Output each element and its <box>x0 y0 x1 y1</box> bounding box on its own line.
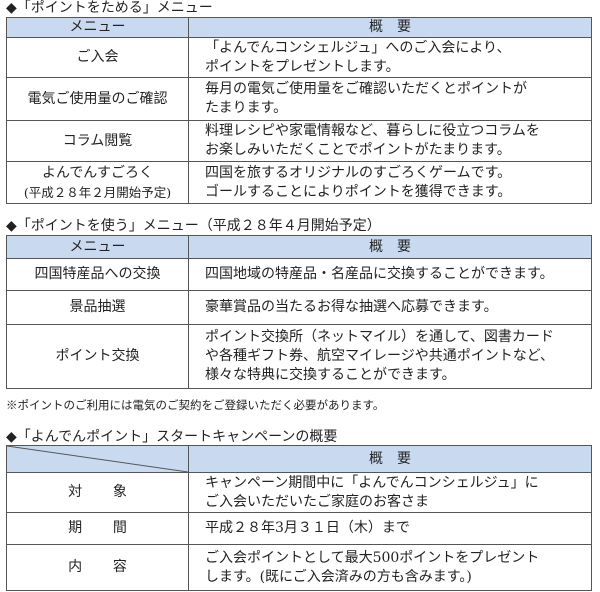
menu-cell: 景品抽選 <box>6 290 189 325</box>
table-row: 対象 キャンペーン期間中に「よんでんコンシェルジュ」に ご入会いただいたご家庭のお客… <box>6 472 592 513</box>
summary-cell: 四国を旅するオリジナルのすごろくゲームです。 ゴールすることによりポイントを獲得で… <box>188 161 592 204</box>
table-row: ご入会 「よんでんコンシェルジュ」へのご入会により、 ポイントをプレゼントします。 <box>6 37 592 78</box>
menu-cell: ご入会 <box>6 37 189 78</box>
table-row: 内容 ご入会ポイントとして最大500ポイントをプレゼント します。(既にご入会済みの… <box>6 544 592 591</box>
table-row: 電気ご使用量のご確認 毎月の電気ご使用量をご確認いただくとポイントが たまります。 <box>6 77 592 121</box>
diagonal-header-cell <box>6 445 189 473</box>
header-summary: 概 要 <box>188 17 592 38</box>
earn-points-table: メニュー概 要 ご入会 「よんでんコンシェルジュ」へのご入会により、 ポイントをプレ… <box>6 17 592 204</box>
table-row: ポイント交換 ポイント交換所（ネットマイル）を通して、図書カード や各種ギフト券、航… <box>6 324 592 389</box>
menu-cell: 期間 <box>6 512 189 545</box>
menu-cell: ポイント交換 <box>6 324 189 389</box>
summary-cell: 四国地域の特産品・名産品に交換することができます。 <box>188 258 592 291</box>
header-menu: メニュー <box>6 235 189 259</box>
section-title-campaign: ◆「よんでんポイント」スタートキャンペーンの概要 <box>6 429 338 445</box>
summary-cell: ポイント交換所（ネットマイル）を通して、図書カード や各種ギフト券、航空マイレージ… <box>188 324 592 389</box>
table-row: 景品抽選 豪華賞品の当たるお得な抽選へ応募できます。 <box>6 290 592 325</box>
table-row: 四国特産品への交換 四国地域の特産品・名産品に交換することができます。 <box>6 258 592 291</box>
table-row: コラム閲覧 料理レシピや家電情報など、暮らしに役立つコラムを お楽しみいただくことで… <box>6 120 592 162</box>
summary-cell: 豪華賞品の当たるお得な抽選へ応募できます。 <box>188 290 592 325</box>
usage-note: ※ポイントのご利用には電気のご契約をご登録いただく必要があります。 <box>6 398 385 412</box>
summary-cell: 毎月の電気ご使用量をご確認いただくとポイントが たまります。 <box>188 77 592 121</box>
summary-cell: キャンペーン期間中に「よんでんコンシェルジュ」に ご入会いただいたご家庭のお客さま <box>188 472 592 513</box>
menu-cell: 内容 <box>6 544 189 591</box>
menu-cell: 電気ご使用量のご確認 <box>6 77 189 121</box>
summary-cell: 料理レシピや家電情報など、暮らしに役立つコラムを お楽しみいただくことでポイントが… <box>188 120 592 162</box>
section-title-use-points: ◆「ポイントを使う」メニュー（平成２８年４月開始予定） <box>6 218 381 234</box>
table-row: よんでんすごろく (平成２８年２月開始予定) 四国を旅するオリジナルのすごろくゲーム… <box>6 161 592 204</box>
menu-cell: コラム閲覧 <box>6 120 189 162</box>
section-title-earn-points: ◆「ポイントをためる」メニュー <box>6 0 213 16</box>
table-row: 期間 平成２８年3月３１日（木）まで <box>6 512 592 545</box>
header-menu: メニュー <box>6 17 189 38</box>
summary-cell: 「よんでんコンシェルジュ」へのご入会により、 ポイントをプレゼントします。 <box>188 37 592 78</box>
menu-cell: 対象 <box>6 472 189 513</box>
menu-cell: 四国特産品への交換 <box>6 258 189 291</box>
use-points-table: メニュー概 要 四国特産品への交換 四国地域の特産品・名産品に交換することができま… <box>6 235 592 389</box>
summary-cell: ご入会ポイントとして最大500ポイントをプレゼント します。(既にご入会済みの方も… <box>188 544 592 591</box>
campaign-table: 概 要 対象 キャンペーン期間中に「よんでんコンシェルジュ」に ご入会いただいたご家… <box>6 445 592 591</box>
summary-cell: 平成２８年3月３１日（木）まで <box>188 512 592 545</box>
header-summary: 概 要 <box>188 445 592 473</box>
header-summary: 概 要 <box>188 235 592 259</box>
menu-cell: よんでんすごろく (平成２８年２月開始予定) <box>6 161 189 204</box>
